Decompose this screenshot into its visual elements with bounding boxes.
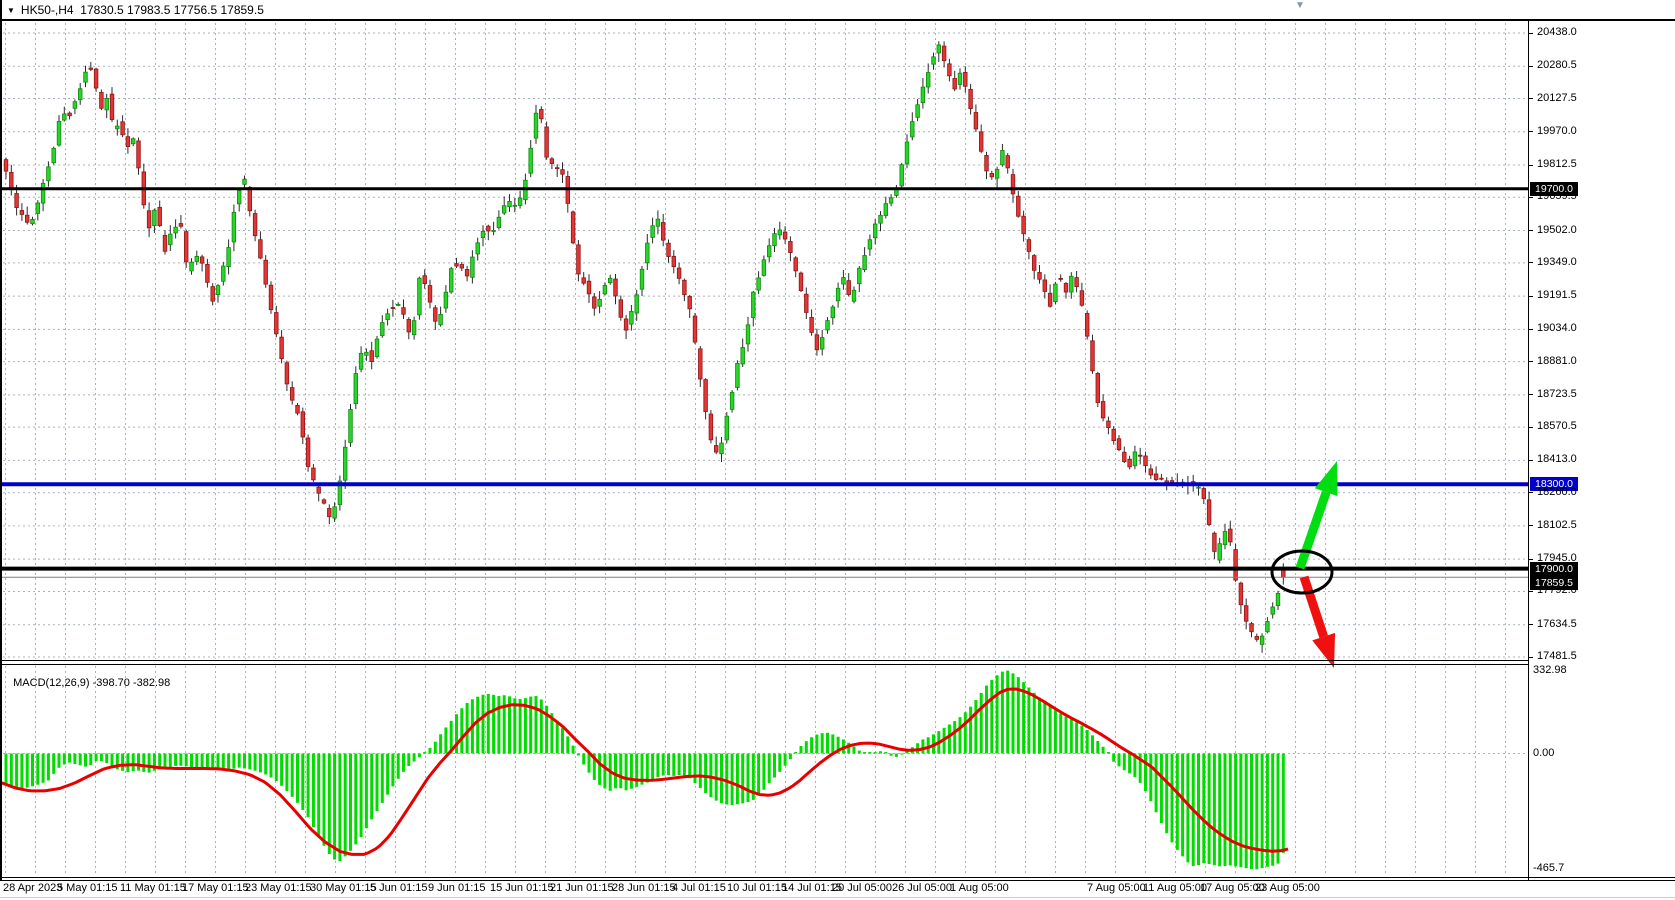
- chart-macd-separator-top[interactable]: [0, 660, 1529, 661]
- symbol-dropdown-icon[interactable]: ▼: [7, 5, 15, 15]
- price-tick-label: 19349.0: [1537, 255, 1577, 268]
- price-tick-label: 19034.0: [1537, 322, 1577, 335]
- time-axis-label: 15 Jun 01:15: [490, 882, 554, 894]
- price-axis-tickmark: [1528, 65, 1533, 67]
- highlight-ellipse[interactable]: [1270, 549, 1334, 595]
- time-axis-label: 23 Aug 05:00: [1255, 882, 1320, 894]
- macd-timeaxis-separator-bottom: [0, 880, 1675, 881]
- time-axis-label: 11 May 01:15: [120, 882, 186, 894]
- price-tick-label: 17945.0: [1537, 552, 1577, 565]
- price-tick-label: 18260.0: [1537, 485, 1577, 498]
- price-tick-label: 19659.5: [1537, 190, 1577, 203]
- time-axis-label: 5 May 01:15: [57, 882, 118, 894]
- time-axis-label: 4 Jul 01:15: [672, 882, 726, 894]
- price-axis-tickmark: [1528, 131, 1533, 133]
- price-axis-tickmark: [1528, 230, 1533, 232]
- time-axis-label: 28 Apr 2023: [3, 882, 63, 894]
- price-tick-label: 18723.5: [1537, 387, 1577, 400]
- price-axis-tickmark: [1528, 492, 1533, 494]
- time-axis-label: 28 Jun 01:15: [612, 882, 676, 894]
- time-axis-label: 10 Jul 01:15: [727, 882, 787, 894]
- price-tick-label: 17634.5: [1537, 617, 1577, 630]
- red-down-arrow[interactable]: [1299, 575, 1336, 668]
- macd-scale-min: -465.7: [1533, 862, 1565, 874]
- time-axis-label: 26 Jul 05:00: [892, 882, 952, 894]
- price-tick-label: 20438.0: [1537, 26, 1577, 38]
- price-axis-border: [1528, 21, 1529, 881]
- price-level-badge-resistance-19700: 19700.0: [1530, 181, 1578, 196]
- grid-lines: [3, 23, 1528, 876]
- price-level-badge-bid-price: 17859.5: [1530, 575, 1578, 590]
- price-tick-label: 19812.5: [1537, 158, 1577, 171]
- green-up-arrow[interactable]: [1295, 461, 1338, 570]
- price-tick-label: 18881.0: [1537, 354, 1577, 367]
- price-tick-label: 18413.0: [1537, 453, 1577, 466]
- price-axis-tickmark: [1528, 590, 1533, 592]
- time-axis-label: 17 Aug 05:00: [1200, 882, 1265, 894]
- time-axis-label: 9 Jun 01:15: [428, 882, 486, 894]
- ohlc-close-value: 17859.5: [220, 3, 264, 17]
- chart-left-border: [0, 0, 2, 881]
- time-axis-label: 7 Aug 05:00: [1087, 882, 1146, 894]
- price-axis-tickmark: [1528, 164, 1533, 166]
- ohlc-high-value: 17983.5: [127, 3, 171, 17]
- price-axis-tickmark: [1528, 361, 1533, 363]
- macd-main-value: -398.70: [92, 677, 130, 689]
- ohlc-low-value: 17756.5: [173, 3, 218, 17]
- price-axis-tickmark: [1528, 394, 1533, 396]
- macd-scale-zero: 0.00: [1533, 747, 1555, 759]
- price-axis-tickmark: [1528, 459, 1533, 461]
- price-axis-tickmark: [1528, 558, 1533, 560]
- price-axis-tickmark: [1528, 328, 1533, 330]
- chart-macd-separator-bottom[interactable]: [0, 664, 1529, 665]
- time-axis-label: 11 Aug 05:00: [1143, 882, 1208, 894]
- price-tick-label: 20280.5: [1537, 59, 1577, 72]
- price-axis-tickmark: [1528, 98, 1533, 100]
- price-axis-tickmark: [1528, 525, 1533, 527]
- chart-shift-marker-icon[interactable]: ▼: [1295, 0, 1305, 11]
- time-axis-label: 20 Jul 05:00: [832, 882, 892, 894]
- price-axis-tickmark: [1528, 295, 1533, 297]
- ohlc-open-value: 17830.5: [80, 3, 124, 17]
- price-tick-label: 20127.5: [1537, 91, 1577, 104]
- macd-timeaxis-separator-top: [0, 877, 1675, 878]
- price-tick-label: 18570.5: [1537, 420, 1577, 433]
- macd-signal-line: [0, 687, 1289, 856]
- price-tick-label: 19970.0: [1537, 124, 1577, 137]
- price-axis-tickmark: [1528, 196, 1533, 198]
- macd-indicator-label-row: MACD(12,26,9) -398.70 -382.98: [7, 665, 170, 689]
- chart-title-bar: ▼ HK50-,H4 17830.5 17983.5 17756.5 17859…: [0, 0, 1675, 20]
- price-axis-tickmark: [1528, 426, 1533, 428]
- time-axis-label: 23 May 01:15: [245, 882, 312, 894]
- titlebar-separator: [0, 19, 1675, 21]
- macd-indicator-name: MACD(12,26,9): [13, 677, 90, 689]
- time-axis-label: 1 Aug 05:00: [950, 882, 1009, 894]
- price-axis-tickmark: [1528, 32, 1533, 34]
- price-axis-tickmark: [1528, 262, 1533, 264]
- price-level-badge-support-18300: 18300.0: [1530, 477, 1578, 492]
- time-axis-label: 14 Jul 01:15: [782, 882, 842, 894]
- price-level-badge-support-17900: 17900.0: [1530, 561, 1578, 576]
- time-axis-label: 17 May 01:15: [182, 882, 249, 894]
- price-axis-tickmark: [1528, 624, 1533, 626]
- level-lines: [0, 187, 1528, 578]
- price-axis-tickmark: [1528, 656, 1533, 658]
- time-axis-label: 21 Jun 01:15: [550, 882, 614, 894]
- symbol-timeframe-label: HK50-,H4: [20, 3, 74, 17]
- time-axis-label: 5 Jun 01:15: [370, 882, 428, 894]
- price-tick-label: 19191.5: [1537, 289, 1577, 302]
- macd-scale-max: 332.98: [1533, 664, 1567, 676]
- price-tick-label: 18102.5: [1537, 518, 1577, 531]
- window-bottom-edge: [0, 897, 1675, 898]
- candles-series: [3, 41, 1286, 653]
- price-tick-label: 17481.5: [1537, 650, 1577, 662]
- price-tick-label: 19502.0: [1537, 223, 1577, 236]
- price-tick-label: 17792.0: [1537, 584, 1577, 597]
- time-axis-label: 30 May 01:15: [310, 882, 377, 894]
- macd-signal-value: -382.98: [132, 677, 171, 689]
